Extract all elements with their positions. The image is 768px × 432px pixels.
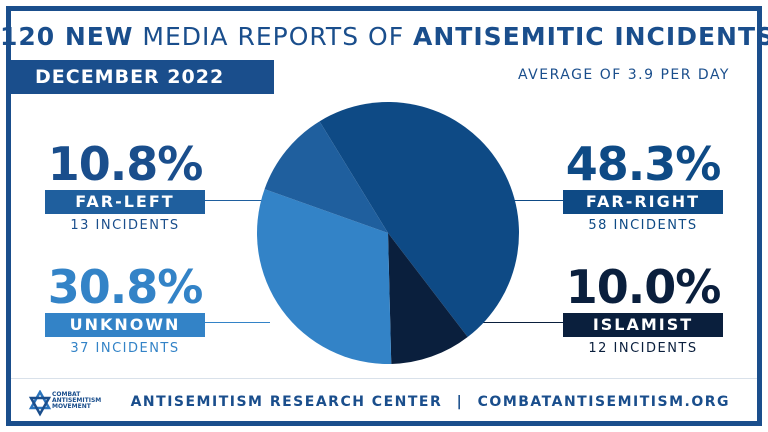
- far-right-connector: [508, 200, 563, 201]
- pie-slice-far-left: [264, 121, 388, 233]
- stat-islamist: 10.0% ISLAMIST 12 INCIDENTS: [548, 263, 738, 356]
- far-left-connector: [205, 200, 270, 201]
- daily-average: AVERAGE OF 3.9 PER DAY: [517, 67, 730, 83]
- pie-slice-islamist: [388, 233, 468, 364]
- logo-text: COMBAT ANTISEMITISM MOVEMENT: [52, 391, 102, 410]
- footer-separator: |: [456, 394, 464, 410]
- far-left-percent: 10.8%: [47, 137, 204, 191]
- page-title: 120 NEW MEDIA REPORTS OF ANTISEMITIC INC…: [0, 22, 768, 51]
- pie-slice-far-right: [319, 102, 519, 337]
- islamist-connector: [478, 322, 563, 323]
- far-right-label: FAR-RIGHT: [563, 190, 723, 214]
- stat-far-left: 10.8% FAR-LEFT 13 INCIDENTS: [30, 140, 220, 233]
- far-right-count: 58 INCIDENTS: [588, 218, 698, 233]
- unknown-label: UNKNOWN: [45, 313, 205, 337]
- footer-credit: ANTISEMITISM RESEARCH CENTER | COMBATANT…: [131, 394, 730, 410]
- islamist-label: ISLAMIST: [563, 313, 723, 337]
- research-center-name: ANTISEMITISM RESEARCH CENTER: [130, 394, 443, 410]
- title-subject: ANTISEMITIC INCIDENTS: [413, 22, 768, 51]
- pie-chart: [257, 102, 519, 364]
- pie-slice-unknown: [257, 189, 392, 364]
- period-banner: DECEMBER 2022: [11, 60, 274, 94]
- title-middle: MEDIA REPORTS OF: [142, 22, 405, 51]
- far-left-count: 13 INCIDENTS: [70, 218, 180, 233]
- title-count: 120 NEW: [0, 22, 134, 51]
- footer-divider: [11, 378, 757, 379]
- far-left-label: FAR-LEFT: [45, 190, 205, 214]
- unknown-connector: [205, 322, 270, 323]
- unknown-percent: 30.8%: [47, 260, 204, 314]
- website-url: COMBATANTISEMITISM.ORG: [477, 394, 730, 410]
- far-right-percent: 48.3%: [565, 137, 722, 191]
- unknown-count: 37 INCIDENTS: [70, 341, 180, 356]
- stat-unknown: 30.8% UNKNOWN 37 INCIDENTS: [30, 263, 220, 356]
- islamist-count: 12 INCIDENTS: [588, 341, 698, 356]
- islamist-percent: 10.0%: [565, 260, 722, 314]
- stat-far-right: 48.3% FAR-RIGHT 58 INCIDENTS: [548, 140, 738, 233]
- star-of-david-icon: [28, 390, 52, 417]
